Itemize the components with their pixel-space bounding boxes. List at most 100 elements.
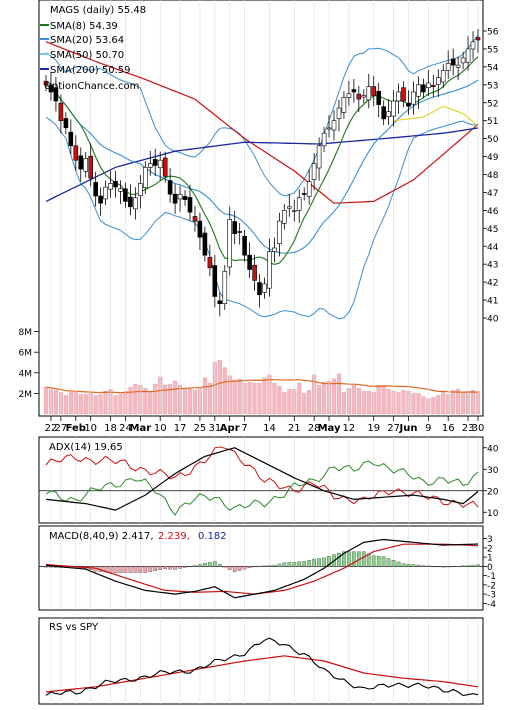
candle-body: [301, 193, 307, 195]
candle-body: [43, 80, 49, 86]
volume-bar: [351, 385, 356, 415]
macd-tick-label: -2: [487, 581, 496, 591]
candle-body: [411, 91, 416, 105]
macd-tick-label: 2: [487, 544, 493, 554]
volume-bar: [143, 388, 148, 415]
macd-histogram-bar: [247, 566, 252, 568]
candle-body: [157, 159, 163, 168]
candle-body: [148, 163, 153, 168]
macd-label: MACD(8,40,9) 2.417,: [49, 531, 154, 542]
x-tick-label: 24: [119, 423, 132, 434]
macd-histogram-bar: [198, 564, 202, 567]
candle-body: [108, 183, 113, 190]
x-tick-label: 17: [174, 423, 187, 434]
macd-histogram-bar: [217, 564, 222, 567]
candle-body: [361, 95, 367, 98]
volume-tick-label: 6M: [19, 349, 33, 359]
volume-bar: [173, 380, 178, 415]
candle-body: [296, 197, 302, 211]
price-tick-label: 40: [487, 315, 499, 325]
volume-bar: [207, 382, 212, 415]
macd-histogram-bar: [312, 558, 316, 567]
candle-body: [68, 131, 74, 147]
volume-bar: [282, 392, 287, 415]
volume-bar: [68, 392, 73, 415]
macd-histogram-bar: [401, 563, 406, 567]
macd-histogram-bar: [183, 566, 187, 568]
candle-body: [331, 120, 337, 131]
x-tick-label: Feb: [66, 423, 86, 434]
candle-body: [416, 84, 421, 97]
candle-body: [252, 264, 257, 281]
macd-histogram-bar: [133, 566, 138, 573]
macd-histogram-bar: [207, 562, 212, 567]
candle-body: [316, 145, 322, 169]
candle-body: [376, 91, 382, 105]
volume-bar: [287, 389, 292, 415]
macd-histogram-bar: [262, 565, 267, 567]
macd-histogram-bar: [237, 566, 242, 571]
bollinger-lower-band: [45, 116, 479, 320]
candle-body: [445, 62, 451, 71]
volume-bar: [83, 394, 88, 415]
macd-histogram-bar: [173, 566, 177, 570]
macd-histogram-bar: [396, 561, 401, 567]
volume-bar: [381, 385, 386, 415]
volume-bar: [187, 389, 193, 415]
macd-histogram-bar: [242, 566, 247, 570]
candle-body: [192, 216, 198, 222]
volume-bar: [386, 389, 391, 415]
candle-body: [58, 102, 64, 121]
macd-label-group: MACD(8,40,9) 2.417, 2.239, 0.182: [49, 531, 227, 542]
macd-histogram-bar: [212, 561, 217, 567]
macd-histogram-bar: [337, 552, 341, 567]
volume-bar: [336, 373, 342, 415]
adx-panel-frame: [38, 436, 484, 524]
macd-histogram-bar: [257, 565, 262, 567]
macd-histogram-bar: [178, 566, 182, 569]
volume-bar: [44, 387, 49, 415]
price-tick-label: 56: [487, 28, 499, 38]
macd-histogram-bar: [361, 551, 366, 567]
candle-body: [222, 271, 228, 304]
candle-body: [202, 232, 208, 256]
candle-body: [440, 70, 446, 83]
macd-line: [45, 538, 479, 599]
candle-body: [187, 197, 193, 213]
macd-histogram-bar: [416, 564, 421, 567]
volume-bar: [431, 397, 436, 415]
price-tick-label: 46: [487, 207, 499, 217]
volume-bar: [421, 396, 426, 415]
volume-bar: [217, 360, 222, 415]
price-tick-label: 52: [487, 99, 498, 109]
macd-histogram-bar: [476, 564, 480, 567]
legend-sma8: SMA(8) 54.39: [50, 21, 118, 32]
volume-bar: [401, 390, 406, 415]
volume-bar: [103, 391, 108, 415]
rs-panel-frame: [38, 617, 484, 705]
rs-average-line: [45, 655, 479, 693]
x-tick-label: 25: [194, 423, 207, 434]
macd-tick-label: -1: [487, 572, 496, 582]
macd-histogram-bar: [441, 566, 446, 568]
price-panel-frame: [38, 0, 484, 417]
volume-bar: [322, 381, 327, 415]
macd-histogram-bar: [406, 563, 411, 567]
macd-tick-label: -3: [487, 591, 496, 601]
volume-average-line: [45, 378, 479, 394]
legend-sma20: SMA(20) 53.64: [50, 35, 124, 46]
axes: 56 55 54 53 52 51 50 49 48 47 46 45 44 43 42 41 40 8M 6M 4M…: [19, 28, 499, 435]
volume-bar: [366, 391, 371, 415]
macd-histogram-bar: [302, 561, 307, 567]
candle-body: [118, 188, 123, 192]
sma50-line: [393, 105, 479, 127]
bollinger-upper-band: [45, 35, 479, 197]
candle-body: [421, 84, 426, 93]
volume-bar: [118, 394, 123, 415]
candle-body: [123, 188, 128, 202]
macd-tick-label: 3: [487, 535, 493, 545]
adx-tick-label: 20: [487, 487, 499, 497]
volume-bar: [192, 390, 198, 415]
macd-histogram-bar: [158, 566, 163, 570]
x-tick-label: Apr: [220, 423, 240, 434]
